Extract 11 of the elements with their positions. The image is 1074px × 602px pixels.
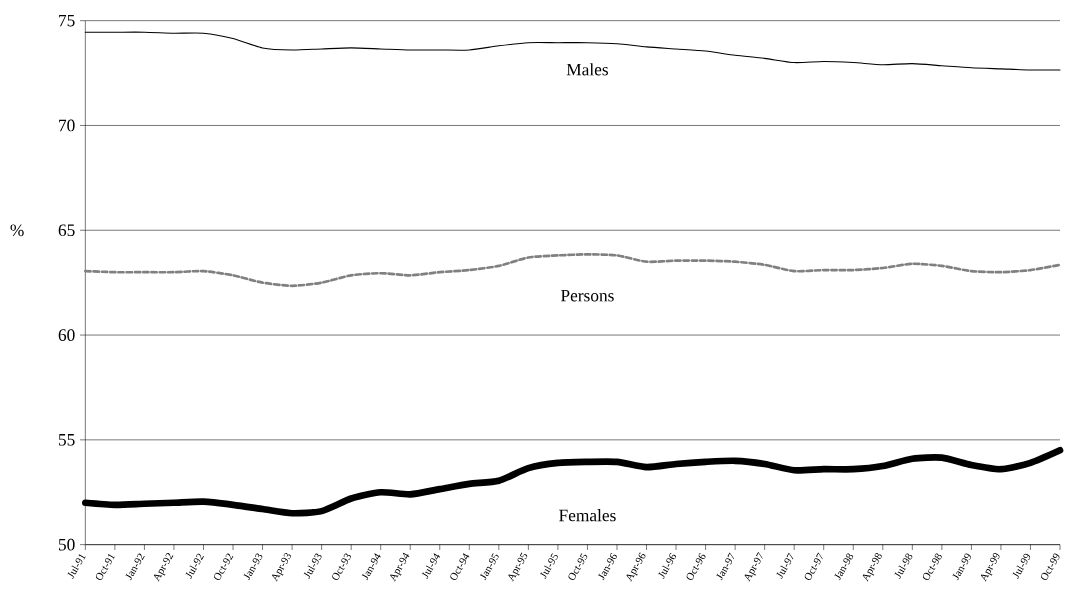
series-label: Males [566, 63, 608, 76]
series-label: Persons [560, 289, 614, 302]
y-tick-label: 70 [59, 119, 75, 132]
y-tick-label: 55 [58, 434, 75, 446]
y-tick-label: 65 [58, 224, 75, 237]
line-series [84, 253, 1062, 288]
y-tick-label: 50 [58, 538, 75, 551]
text: Females [559, 509, 616, 522]
y-axis-title: % [10, 224, 24, 237]
y-tick-label: 60 [58, 329, 75, 341]
y-tick-label: 75 [59, 14, 75, 27]
